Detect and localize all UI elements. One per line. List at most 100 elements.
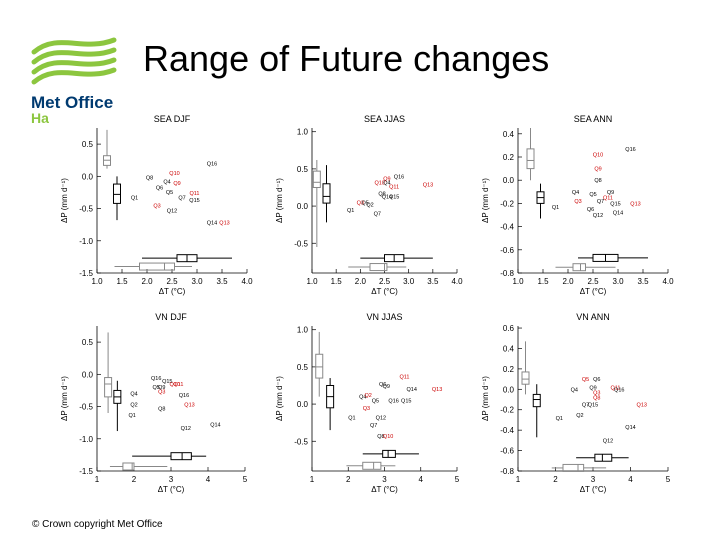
point-label: Q8 xyxy=(158,406,165,412)
point-label: Q1 xyxy=(348,415,355,421)
point-label: Q14 xyxy=(210,423,220,429)
x-tick-label: 3.0 xyxy=(191,277,203,286)
dt-box-black xyxy=(578,253,648,262)
point-label: Q6 xyxy=(587,207,594,213)
x-tick-label: 1.0 xyxy=(91,277,103,286)
point-label: Q4 xyxy=(571,387,578,393)
chart-panel-5: VN JJAS 1 2 3 4 5 -0.5 0.0 0.5 1.0 ΔT (°C) ΔP (mm d… xyxy=(275,312,460,494)
point-label: Q9 xyxy=(383,384,390,390)
point-label: Q9 xyxy=(158,385,165,391)
point-label: Q7 xyxy=(374,212,381,218)
point-label: Q9 xyxy=(594,167,601,173)
x-tick-label: 4 xyxy=(419,475,424,484)
y-tick-label: 0.5 xyxy=(82,140,94,149)
chart-panel-1: SEA DJF 1.0 1.5 2.0 2.5 3.0 3.5 4.0 -1.5 -1.0 -0.5… xyxy=(60,114,253,296)
logo-name: Met Office xyxy=(31,93,113,112)
x-tick-label: 1 xyxy=(95,475,100,484)
y-axis-label: ΔP (mm d⁻¹) xyxy=(275,376,284,421)
x-axis-label: ΔT (°C) xyxy=(159,287,186,296)
point-label: Q5 xyxy=(166,190,173,196)
y-tick-label: -0.5 xyxy=(294,437,308,446)
x-tick-label: 4 xyxy=(206,475,211,484)
x-tick-label: 2.0 xyxy=(355,277,367,286)
box-body xyxy=(139,262,175,271)
point-label: Q16 xyxy=(388,398,398,404)
x-tick-label: 4 xyxy=(628,475,633,484)
dt-box-black xyxy=(362,449,419,458)
point-label: Q2 xyxy=(365,393,372,399)
x-tick-label: 3.0 xyxy=(403,277,415,286)
y-tick-label: 0.2 xyxy=(503,365,515,374)
point-label: Q16 xyxy=(614,387,624,393)
point-label: Q5 xyxy=(582,377,589,383)
x-tick-label: 5 xyxy=(243,475,248,484)
point-label: Q2 xyxy=(130,403,137,409)
point-label: Q4 xyxy=(383,180,390,186)
x-axis-label: ΔT (°C) xyxy=(580,287,607,296)
y-tick-label: 0.0 xyxy=(503,176,515,185)
point-label: Q7 xyxy=(597,199,604,205)
x-tick-label: 3.5 xyxy=(637,277,649,286)
point-label: Q15 xyxy=(401,398,411,404)
point-label: Q15 xyxy=(189,198,199,204)
point-label: Q10 xyxy=(374,180,384,186)
point-label: Q4 xyxy=(163,179,170,185)
x-tick-label: 2.5 xyxy=(166,277,178,286)
point-label: Q14 xyxy=(625,425,635,431)
x-tick-label: 1.5 xyxy=(116,277,128,286)
x-axis-label: ΔT (°C) xyxy=(580,485,607,494)
y-tick-label: 0.2 xyxy=(503,153,515,162)
x-tick-label: 4.0 xyxy=(241,277,253,286)
point-label: Q3 xyxy=(158,390,165,396)
y-tick-label: -0.2 xyxy=(500,406,514,415)
x-tick-label: 2.5 xyxy=(379,277,391,286)
y-tick-label: 0.0 xyxy=(82,172,94,181)
point-label: Q3 xyxy=(574,199,581,205)
point-label: Q15 xyxy=(162,379,172,385)
y-tick-label: -0.5 xyxy=(294,239,308,248)
box-body xyxy=(113,183,121,204)
chart-title: VN ANN xyxy=(576,312,610,322)
x-axis-label: ΔT (°C) xyxy=(158,485,185,494)
y-axis-label: ΔP (mm d⁻¹) xyxy=(60,376,69,421)
dp-box-black xyxy=(536,183,545,219)
y-axis-label: ΔP (mm d⁻¹) xyxy=(481,376,490,421)
x-tick-label: 3.0 xyxy=(612,277,624,286)
point-label: Q5 xyxy=(153,385,160,391)
point-label: Q10 xyxy=(593,153,603,159)
dt-box-gray xyxy=(109,462,168,471)
box-body xyxy=(170,452,192,461)
x-tick-label: 2 xyxy=(346,475,351,484)
point-label: Q11 xyxy=(611,385,621,391)
point-label: Q5 xyxy=(589,192,596,198)
dt-box-black xyxy=(142,254,232,263)
point-label: Q4 xyxy=(130,392,137,398)
met-office-swoosh-icon xyxy=(31,37,117,85)
chart-title: VN DJF xyxy=(155,312,187,322)
chart-title: SEA DJF xyxy=(154,114,191,124)
met-office-logo: Met Office Ha xyxy=(31,37,117,126)
y-tick-label: 0.5 xyxy=(297,165,309,174)
x-tick-label: 5 xyxy=(666,475,671,484)
point-label: Q11 xyxy=(173,382,183,388)
point-label: Q6 xyxy=(593,377,600,383)
x-tick-label: 3.5 xyxy=(427,277,439,286)
point-label: Q10 xyxy=(169,382,179,388)
x-tick-label: 1.5 xyxy=(331,277,343,286)
x-tick-label: 3.5 xyxy=(216,277,228,286)
point-label: Q3 xyxy=(593,390,600,396)
dt-box-gray xyxy=(551,463,607,472)
y-tick-label: -1.5 xyxy=(79,269,93,278)
y-tick-label: -0.4 xyxy=(500,223,514,232)
logo-sub: Ha xyxy=(31,110,49,126)
dp-box-gray xyxy=(103,129,111,169)
point-label: Q9 xyxy=(607,190,614,196)
x-tick-label: 1.5 xyxy=(537,277,549,286)
y-tick-label: -0.4 xyxy=(500,426,514,435)
point-label: Q16 xyxy=(151,376,161,382)
point-label: Q9 xyxy=(173,181,180,187)
point-label: Q11 xyxy=(190,191,200,197)
point-label: Q8 xyxy=(146,176,153,182)
box-body xyxy=(526,148,535,170)
